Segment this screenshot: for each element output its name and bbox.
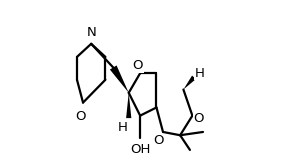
Text: OH: OH <box>130 143 150 156</box>
Text: O: O <box>75 110 86 123</box>
Text: H: H <box>195 67 205 80</box>
Text: N: N <box>86 26 96 39</box>
Polygon shape <box>126 93 131 118</box>
Polygon shape <box>183 76 196 89</box>
Text: O: O <box>194 112 204 125</box>
Text: O: O <box>132 59 143 72</box>
Polygon shape <box>110 65 129 93</box>
Text: H: H <box>118 121 128 134</box>
Text: O: O <box>154 134 164 147</box>
